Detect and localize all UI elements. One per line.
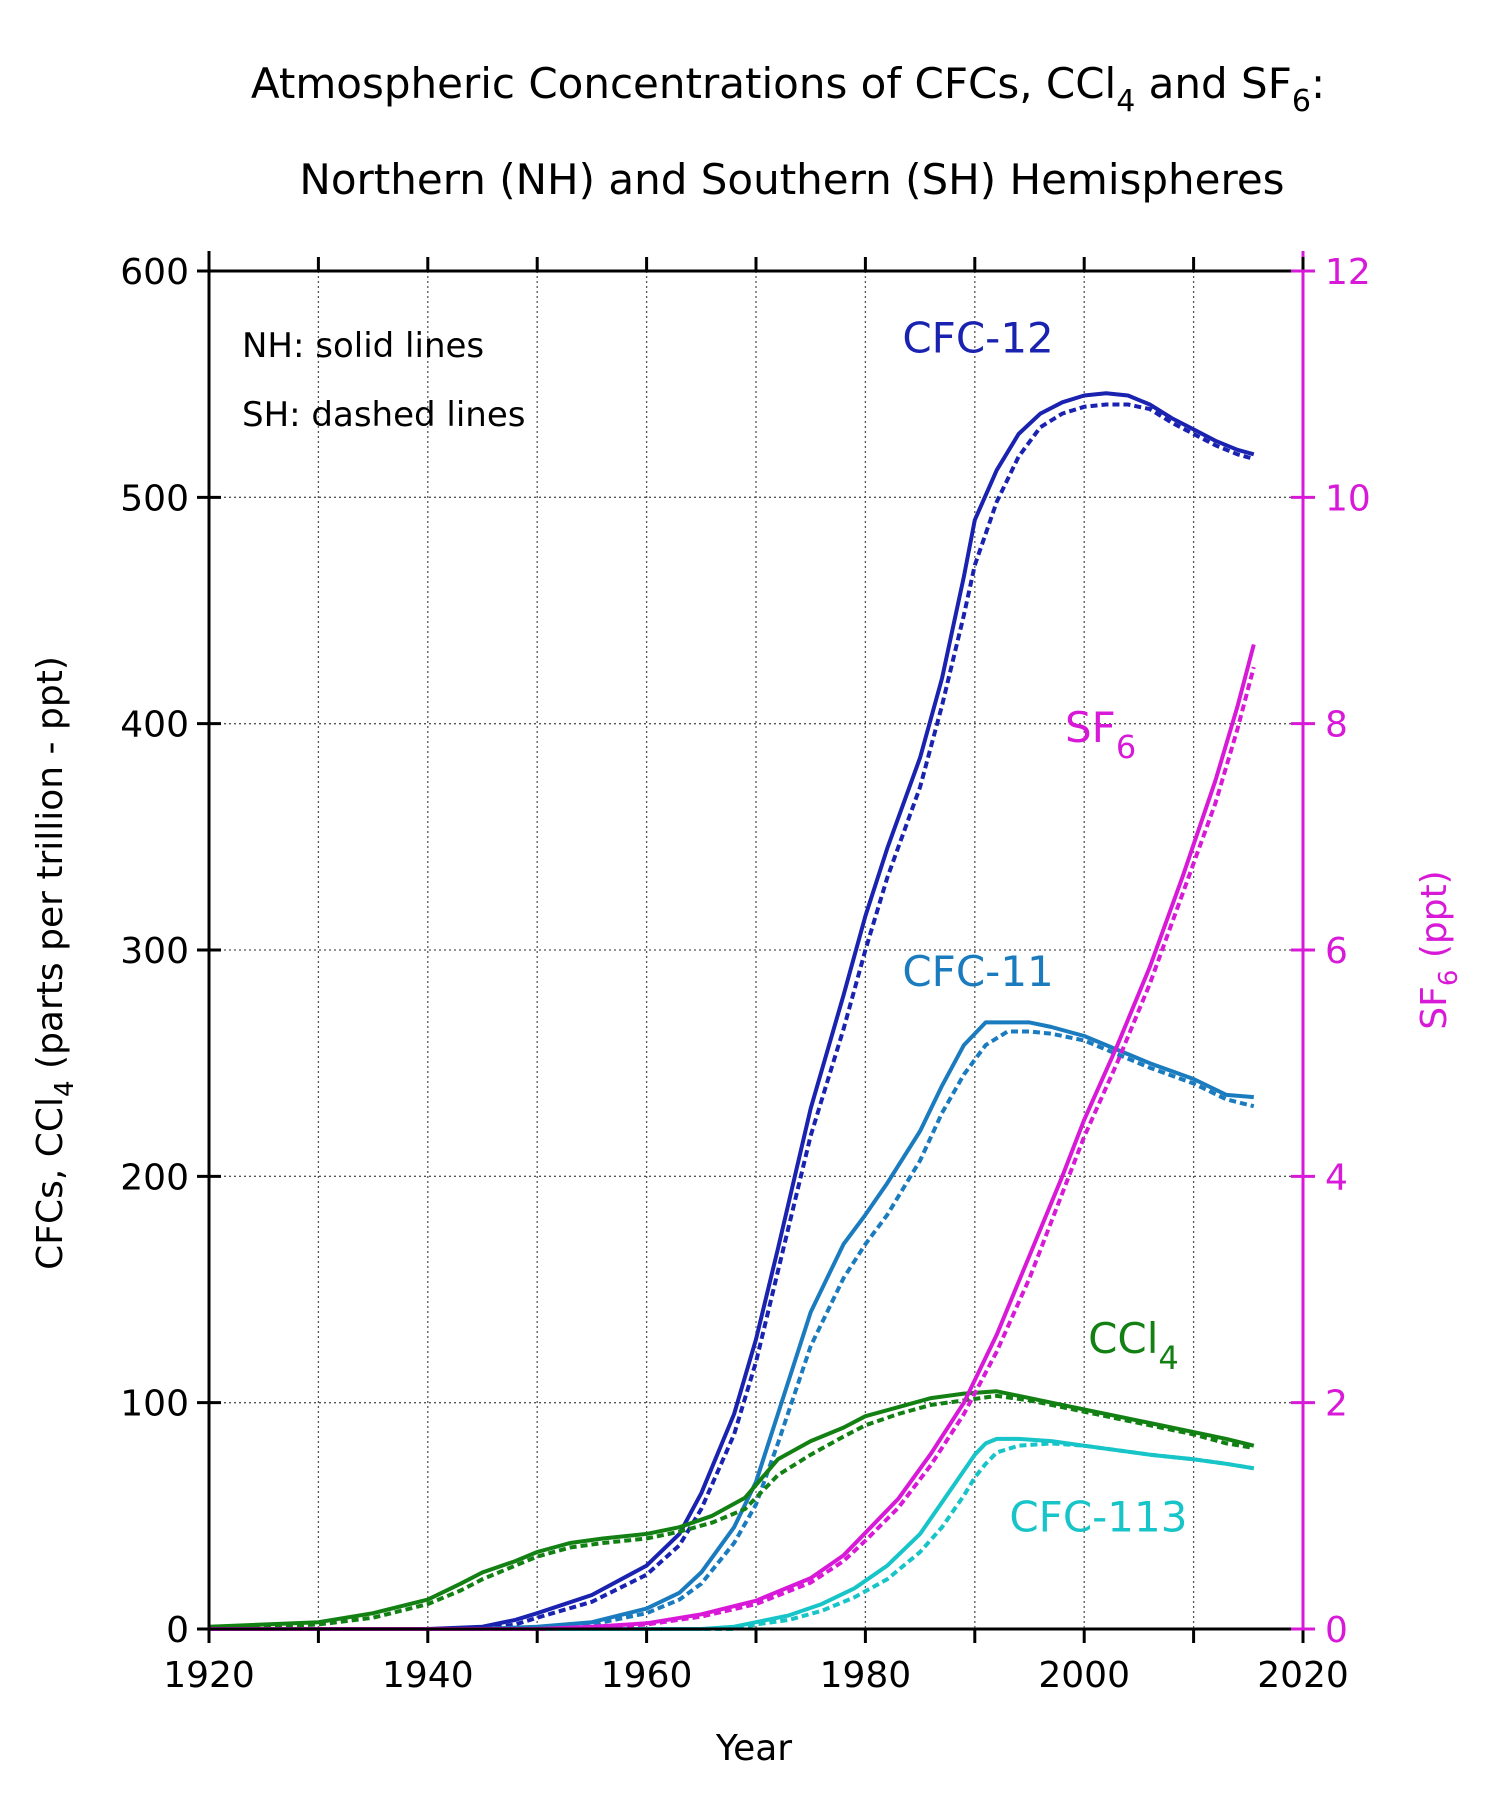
y-tick-label-left: 500 <box>120 478 189 519</box>
y-tick-label-right: 4 <box>1325 1157 1348 1198</box>
y-tick-label-left: 600 <box>120 252 189 293</box>
y-tick-label-right: 12 <box>1325 252 1371 293</box>
y-tick-label-left: 400 <box>120 705 189 746</box>
series-label-text: CFC-11 <box>902 947 1053 996</box>
series-label: CFC-11 <box>902 947 1053 996</box>
series-line-sh <box>209 666 1256 1631</box>
y-tick-label-right: 10 <box>1325 478 1371 519</box>
series-label: CFC-113 <box>1009 1493 1187 1542</box>
series-line-nh <box>208 1389 1255 1629</box>
y-tick-label-right: 8 <box>1325 705 1348 746</box>
series-layer <box>208 391 1256 1631</box>
y-tick-label-left: 0 <box>166 1610 189 1651</box>
y-axis-left-label: CFCs, CCl4 (parts per trillion - ppt) <box>30 656 80 1270</box>
x-axis-label: Year <box>715 1728 792 1769</box>
series-label-subscript: 4 <box>1158 1339 1178 1377</box>
series-label: SF6 <box>1065 703 1136 766</box>
series-label-text: CFC-12 <box>902 313 1053 362</box>
legend-note-sh: SH: dashed lines <box>242 395 525 435</box>
series-label-text: CCl <box>1088 1314 1158 1363</box>
series-line-nh <box>209 1436 1255 1631</box>
series-line-nh <box>209 391 1255 1631</box>
y-tick-label-left: 200 <box>120 1157 189 1198</box>
x-tick-label: 1920 <box>163 1655 255 1696</box>
y-axis-right-label: SF6 (ppt) <box>1414 870 1464 1029</box>
x-tick-label: 2020 <box>1257 1655 1349 1696</box>
y-tick-label-left: 300 <box>120 931 189 972</box>
y-tick-label-right: 2 <box>1325 1384 1348 1425</box>
legend-note-nh: NH: solid lines <box>242 326 484 366</box>
chart-title-line2: Northern (NH) and Southern (SH) Hemisphe… <box>299 155 1284 204</box>
series-label-text: SF <box>1065 703 1116 752</box>
series-label: CCl4 <box>1088 1314 1179 1377</box>
series-label-subscript: 6 <box>1116 728 1136 766</box>
series-label: CFC-12 <box>902 313 1053 362</box>
x-tick-label: 1960 <box>601 1655 693 1696</box>
y-tick-label-right: 0 <box>1325 1610 1348 1651</box>
x-tick-label: 1980 <box>820 1655 912 1696</box>
label-layer: CFC-12 CFC-11 CCl4 CFC-113 SF6 <box>902 313 1187 1541</box>
series-line-sh <box>209 402 1255 1631</box>
axes-layer: 1920 1940 1960 1980 2000 20200100200300400500… <box>120 251 1371 1696</box>
chart-title-line1: Atmospheric Concentrations of CFCs, CCl4… <box>251 59 1325 119</box>
x-tick-label: 2000 <box>1038 1655 1130 1696</box>
y-tick-label-right: 6 <box>1325 931 1348 972</box>
x-tick-label: 1940 <box>382 1655 474 1696</box>
series-line-nh <box>209 643 1256 1631</box>
series-label-text: CFC-113 <box>1009 1493 1187 1542</box>
grid-layer <box>209 271 1303 1629</box>
series-line-sh <box>208 1393 1255 1631</box>
series-line-sh <box>209 1029 1255 1631</box>
y-tick-label-left: 100 <box>120 1384 189 1425</box>
series-line-nh <box>209 1020 1254 1631</box>
